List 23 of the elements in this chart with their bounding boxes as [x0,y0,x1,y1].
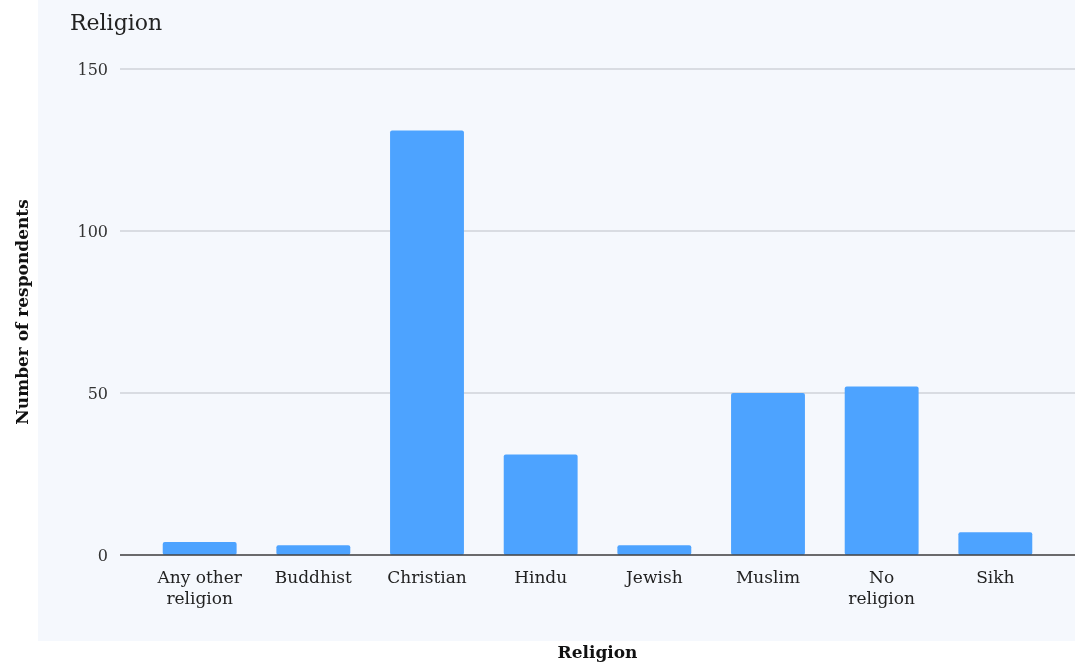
y-tick-label: 0 [97,545,108,565]
bar [844,386,919,555]
x-tick-label: Any other religion [156,567,243,608]
y-tick-label: 100 [77,221,108,241]
x-tick-label: Muslim [735,567,801,587]
y-tick-label: 50 [87,383,108,403]
y-axis-title: Number of respondents [12,199,32,425]
x-tick-label: No religion [848,567,915,608]
bar [617,545,692,555]
x-tick-label: Hindu [514,567,568,587]
chart-title: Religion [70,10,163,35]
x-tick-label: Sikh [976,567,1015,587]
bar [276,545,351,555]
bar [958,532,1033,555]
bar [162,542,237,555]
x-axis-title: Religion [557,642,638,662]
bar [503,454,578,555]
x-tick-label: Christian [387,567,467,587]
bar [731,393,805,555]
x-tick-label: Jewish [624,567,683,587]
bar [390,130,464,555]
x-tick-label: Buddhist [274,567,353,587]
y-tick-label: 150 [77,59,108,79]
